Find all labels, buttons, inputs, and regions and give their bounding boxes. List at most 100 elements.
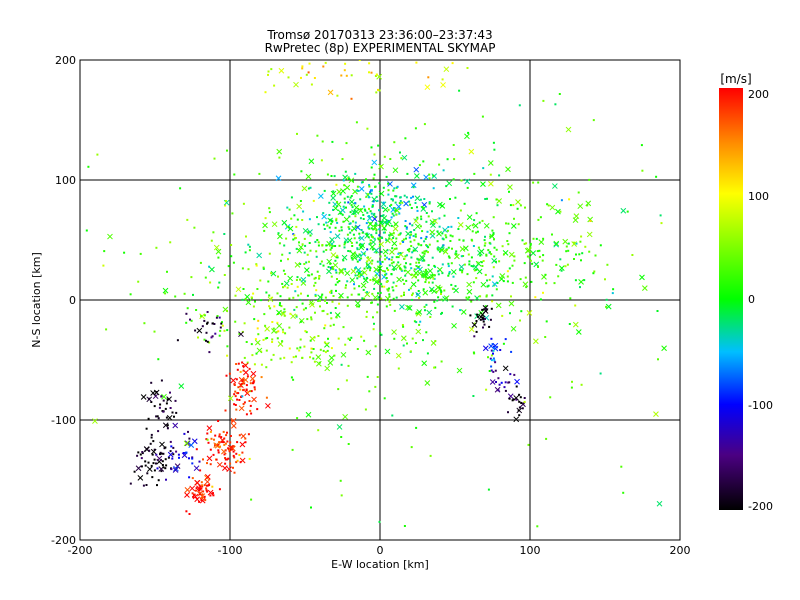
scatter-cross-marker <box>173 465 179 472</box>
x-tick-labels: -200 -100 0 100 200 <box>68 544 691 557</box>
scatter-dot-marker <box>226 149 228 152</box>
y-tick-label: 200 <box>55 54 76 67</box>
scatter-dot-marker <box>139 453 142 456</box>
scatter-dot-marker <box>245 235 247 238</box>
scatter-dot-marker <box>410 233 413 236</box>
scatter-dot-marker <box>518 104 521 107</box>
scatter-dot-marker <box>448 272 451 275</box>
scatter-dot-marker <box>376 260 379 263</box>
scatter-dot-marker <box>380 297 383 300</box>
scatter-dot-marker <box>450 262 453 265</box>
scatter-dot-marker <box>210 336 213 339</box>
scatter-dot-marker <box>366 127 369 130</box>
scatter-dot-marker <box>366 211 369 214</box>
scatter-dot-marker <box>374 185 376 188</box>
scatter-dot-marker <box>340 229 343 232</box>
scatter-dot-marker <box>321 310 324 313</box>
scatter-dot-marker <box>329 291 331 294</box>
scatter-dot-marker <box>481 308 484 311</box>
scatter-dot-marker <box>367 196 370 199</box>
scatter-dot-marker <box>425 212 428 214</box>
scatter-dot-marker <box>381 285 384 288</box>
scatter-dot-marker <box>530 280 533 283</box>
scatter-dot-marker <box>490 337 493 340</box>
scatter-dot-marker <box>318 275 321 278</box>
scatter-cross-marker <box>538 239 545 245</box>
scatter-dot-marker <box>569 297 572 300</box>
scatter-dot-marker <box>264 91 267 94</box>
scatter-cross-marker <box>204 478 211 485</box>
scatter-dot-marker <box>443 214 446 217</box>
scatter-dot-marker <box>415 426 418 429</box>
scatter-dot-marker <box>513 255 516 258</box>
scatter-dot-marker <box>369 191 372 194</box>
scatter-dot-marker <box>279 295 282 298</box>
scatter-dot-marker <box>239 370 242 373</box>
scatter-dot-marker <box>253 363 256 366</box>
scatter-dot-marker <box>353 283 355 286</box>
scatter-dot-marker <box>176 339 179 342</box>
scatter-dot-marker <box>414 127 417 130</box>
scatter-cross-marker <box>508 300 515 307</box>
scatter-cross-marker <box>276 148 283 155</box>
scatter-dot-marker <box>162 466 165 469</box>
scatter-dot-marker <box>504 381 507 384</box>
scatter-dot-marker <box>574 279 577 282</box>
scatter-dot-marker <box>232 450 235 453</box>
scatter-dot-marker <box>317 223 320 226</box>
scatter-cross-marker <box>351 209 357 216</box>
scatter-dot-marker <box>421 251 424 254</box>
scatter-dot-marker <box>520 402 523 404</box>
scatter-dot-marker <box>249 409 252 412</box>
scatter-cross-marker <box>264 325 271 332</box>
scatter-cross-marker <box>388 231 395 238</box>
scatter-cross-marker <box>193 465 200 472</box>
scatter-dot-marker <box>263 313 266 316</box>
scatter-dot-marker <box>513 259 516 262</box>
scatter-dot-marker <box>162 410 165 413</box>
scatter-dot-marker <box>245 413 248 416</box>
scatter-dot-marker <box>354 221 357 224</box>
scatter-dot-marker <box>398 202 401 205</box>
scatter-dot-marker <box>299 278 301 281</box>
scatter-dot-marker <box>325 221 328 224</box>
scatter-dot-marker <box>360 335 363 338</box>
scatter-cross-marker <box>415 291 421 298</box>
scatter-dot-marker <box>198 484 201 487</box>
scatter-dot-marker <box>239 385 242 388</box>
scatter-dot-marker <box>423 259 426 262</box>
scatter-dot-marker <box>518 414 521 417</box>
scatter-dot-marker <box>408 250 411 253</box>
scatter-dot-marker <box>337 337 340 340</box>
scatter-dot-marker <box>329 231 332 234</box>
scatter-dot-marker <box>247 433 250 436</box>
scatter-dot-marker <box>383 155 386 158</box>
y-tick-label: 100 <box>55 174 76 187</box>
scatter-cross-marker <box>403 200 409 207</box>
scatter-dot-marker <box>199 469 202 472</box>
scatter-dot-marker <box>432 174 435 177</box>
scatter-dot-marker <box>503 253 505 256</box>
scatter-dot-marker <box>449 240 452 242</box>
scatter-dot-marker <box>451 62 454 65</box>
scatter-dot-marker <box>403 269 406 272</box>
scatter-dot-marker <box>235 452 238 455</box>
scatter-dot-marker <box>521 407 524 410</box>
scatter-dot-marker <box>375 251 378 254</box>
scatter-dot-marker <box>492 349 495 352</box>
scatter-dot-marker <box>260 363 263 366</box>
scatter-dot-marker <box>369 279 372 281</box>
scatter-dot-marker <box>264 324 267 327</box>
scatter-dot-marker <box>327 337 329 340</box>
scatter-dot-marker <box>383 397 386 400</box>
scatter-dot-marker <box>409 350 412 353</box>
scatter-dot-marker <box>246 361 249 364</box>
scatter-dot-marker <box>458 238 461 241</box>
scatter-dot-marker <box>437 273 440 276</box>
scatter-dot-marker <box>378 209 380 212</box>
scatter-dot-marker <box>486 279 488 282</box>
scatter-dot-marker <box>384 273 387 276</box>
scatter-dot-marker <box>394 195 397 198</box>
scatter-dot-marker <box>200 315 203 318</box>
scatter-dot-marker <box>423 305 426 308</box>
